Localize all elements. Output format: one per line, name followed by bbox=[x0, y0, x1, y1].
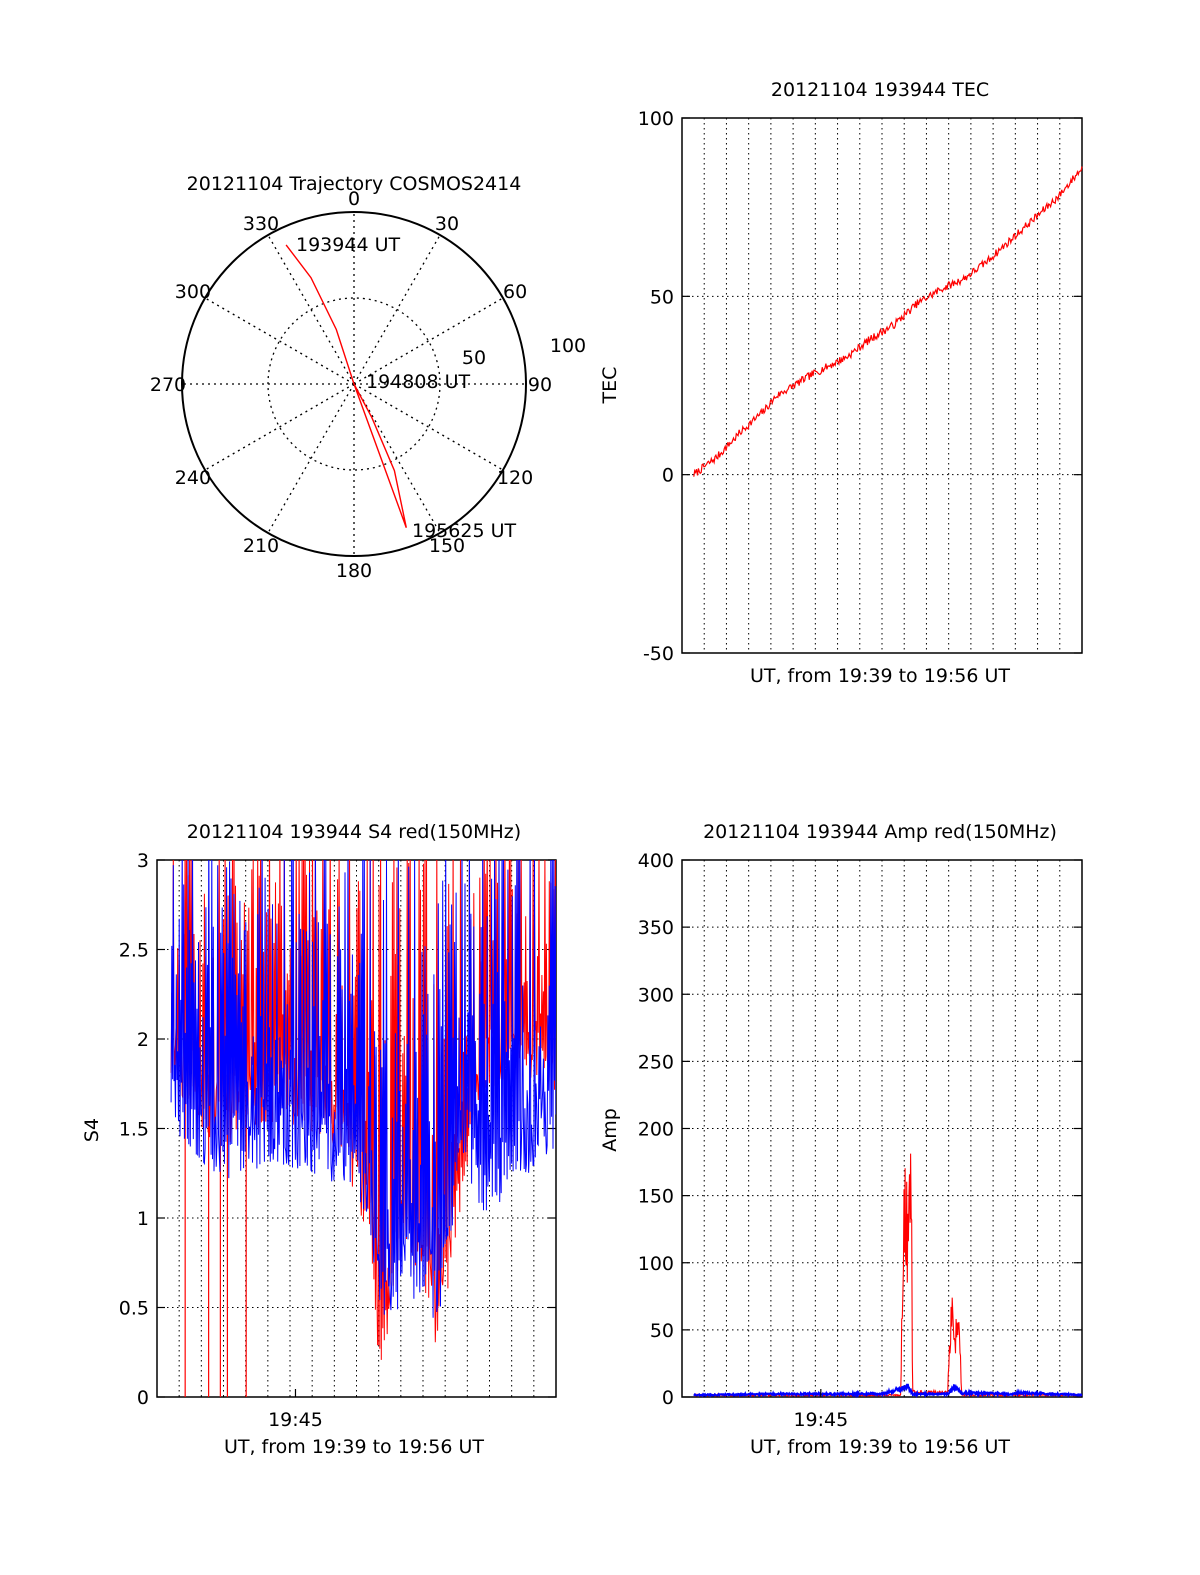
amp-ytick-label: 50 bbox=[650, 1320, 674, 1342]
amp-ytick-label: 100 bbox=[638, 1253, 674, 1275]
s4-x-axis-label: UT, from 19:39 to 19:56 UT bbox=[224, 1436, 484, 1458]
s4-y-axis-label: S4 bbox=[81, 1118, 103, 1142]
s4-ytick-label: 1.5 bbox=[119, 1119, 149, 1141]
trajectory-start-time: 193944 UT bbox=[296, 234, 400, 256]
tec-plot-frame bbox=[681, 117, 1083, 654]
azimuth-label: 330 bbox=[243, 213, 279, 235]
azimuth-label: 180 bbox=[336, 560, 372, 582]
amp-ytick-label: 300 bbox=[638, 984, 674, 1006]
trajectory-mid-time: 194808 UT bbox=[366, 371, 470, 393]
s4-ytick-label: 2.5 bbox=[119, 940, 149, 962]
amp-x-axis-label: UT, from 19:39 to 19:56 UT bbox=[750, 1436, 1010, 1458]
amp-ytick-label: 350 bbox=[638, 917, 674, 939]
amp-blue-series bbox=[693, 1383, 1083, 1399]
tec-y-axis-label: TEC bbox=[599, 367, 621, 405]
azimuth-label: 30 bbox=[435, 213, 459, 235]
tec-series-line bbox=[693, 166, 1083, 477]
polar-outer-circle bbox=[181, 211, 527, 557]
azimuth-label: 120 bbox=[497, 467, 533, 489]
polar-chart-title: 20121104 Trajectory COSMOS2414 bbox=[187, 173, 522, 195]
polar-spoke bbox=[204, 297, 355, 385]
s4-ytick-label: 3 bbox=[137, 850, 149, 872]
polar-spoke bbox=[204, 383, 355, 471]
tec-ytick-label: 50 bbox=[650, 286, 674, 308]
tec-chart-title: 20121104 193944 TEC bbox=[771, 79, 989, 101]
s4-ytick-label: 0 bbox=[137, 1387, 149, 1409]
s4-ytick-label: 1 bbox=[137, 1208, 149, 1230]
tec-x-axis-label: UT, from 19:39 to 19:56 UT bbox=[750, 665, 1010, 687]
amp-ytick-label: 150 bbox=[638, 1186, 674, 1208]
amp-xtick-label: 19:45 bbox=[793, 1409, 848, 1431]
amp-red-series bbox=[693, 1153, 1083, 1398]
s4-blue-series bbox=[170, 860, 556, 1318]
azimuth-label: 210 bbox=[243, 535, 279, 557]
amp-ytick-label: 0 bbox=[662, 1387, 674, 1409]
amp-y-axis-label: Amp bbox=[599, 1108, 621, 1152]
s4-chart: 20121104 193944 S4 red(150MHz) UT, from … bbox=[81, 821, 557, 1458]
amp-ytick-label: 200 bbox=[638, 1119, 674, 1141]
azimuth-label: 270 bbox=[150, 374, 186, 396]
polar-spoke bbox=[353, 297, 504, 385]
polar-spoke bbox=[353, 383, 441, 534]
tec-chart: 20121104 193944 TEC UT, from 19:39 to 19… bbox=[599, 79, 1083, 687]
trajectory-line bbox=[285, 244, 407, 528]
s4-ytick-label: 0.5 bbox=[119, 1298, 149, 1320]
amp-chart: 20121104 193944 Amp red(150MHz) UT, from… bbox=[599, 821, 1083, 1458]
amp-chart-title: 20121104 193944 Amp red(150MHz) bbox=[703, 821, 1057, 843]
azimuth-label: 150 bbox=[429, 535, 465, 557]
azimuth-label: 240 bbox=[175, 467, 211, 489]
tec-ytick-label: 0 bbox=[662, 465, 674, 487]
polar-trajectory-chart: 20121104 Trajectory COSMOS2414 0 30 60 90 12… bbox=[150, 173, 586, 582]
amp-ytick-label: 250 bbox=[638, 1051, 674, 1073]
s4-plot-frame bbox=[156, 859, 557, 1398]
radial-label-100: 100 bbox=[550, 335, 586, 357]
azimuth-label: 300 bbox=[175, 281, 211, 303]
s4-chart-title: 20121104 193944 S4 red(150MHz) bbox=[187, 821, 521, 843]
azimuth-label: 90 bbox=[528, 374, 552, 396]
radial-label-50: 50 bbox=[462, 347, 486, 369]
s4-xtick-label: 19:45 bbox=[268, 1409, 323, 1431]
polar-spoke bbox=[353, 234, 441, 385]
polar-spoke bbox=[267, 234, 355, 385]
azimuth-label: 60 bbox=[503, 281, 527, 303]
azimuth-label: 0 bbox=[348, 188, 360, 210]
tec-ytick-label: -50 bbox=[643, 643, 674, 665]
polar-spoke bbox=[353, 383, 504, 471]
tec-ytick-label: 100 bbox=[638, 108, 674, 130]
s4-ytick-label: 2 bbox=[137, 1029, 149, 1051]
amp-ytick-label: 400 bbox=[638, 850, 674, 872]
polar-spoke bbox=[267, 383, 355, 534]
trajectory-end-time: 195625 UT bbox=[412, 520, 516, 542]
